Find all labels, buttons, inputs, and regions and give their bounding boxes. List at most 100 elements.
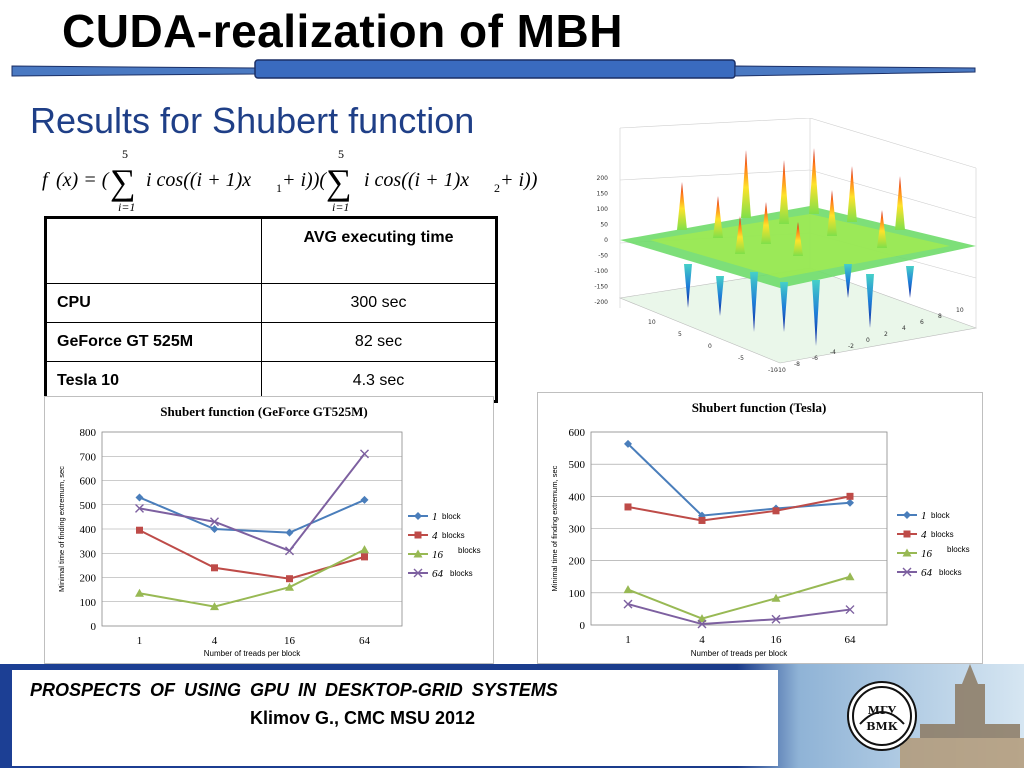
- data-point: [697, 614, 707, 623]
- data-point: [361, 553, 368, 561]
- x-tick-label: 64: [845, 634, 857, 646]
- x-tick-label: 16: [771, 634, 783, 646]
- surface-z-tick: -50: [598, 253, 608, 260]
- y-tick-label: 500: [80, 500, 97, 512]
- surface-trough: [906, 266, 914, 298]
- data-point: [210, 602, 219, 611]
- data-point: [772, 507, 780, 515]
- y-tick-label: 700: [80, 451, 97, 463]
- surface-spikes: [677, 148, 914, 346]
- logo-text-bottom: ВМК: [866, 720, 897, 733]
- y-tick-label: 500: [569, 459, 586, 471]
- chart-tesla: Shubert function (Tesla) 0 100 200 300 400 500…: [537, 392, 983, 664]
- formula-f: f: [42, 169, 50, 191]
- formula-term2: i cos((i + 1)x: [364, 169, 469, 191]
- surface-z-ticks: 200 150 100 50 0 -50 -100 -150 -200: [594, 175, 608, 306]
- surface-xy-tick: -2: [848, 343, 854, 350]
- table-header-avg: AVG executing time: [260, 217, 498, 284]
- x-axis-label: Number of treads per block: [691, 649, 788, 658]
- formula-sum1-bottom: i=1: [118, 200, 135, 214]
- data-point: [360, 545, 369, 554]
- legend-series-name: 16: [921, 548, 933, 560]
- surface-trough: [684, 264, 692, 308]
- surface-xy-tick: 10: [648, 319, 656, 326]
- legend-series-suffix: blocks: [931, 530, 954, 539]
- surface-trough: [780, 282, 788, 332]
- x-tick-label: 16: [284, 635, 296, 647]
- surface-xy-tick: 6: [920, 319, 924, 326]
- series-line: [139, 548, 365, 608]
- logo-text-top: МГУ: [868, 704, 897, 717]
- legend-series-suffix: blocks: [458, 546, 481, 555]
- formula-sigma1: ∑: [110, 162, 136, 202]
- slide-title: CUDA-realization of MBH: [62, 5, 623, 57]
- chart-title: Shubert function (GeForce GT525M): [160, 404, 367, 419]
- formula-term1: i cos((i + 1)x: [146, 169, 251, 191]
- legend-series-suffix: block: [931, 511, 951, 520]
- shubert-formula: f (x) = ( 5 ∑ i=1 i cos((i + 1)x 1 + i))…: [42, 147, 538, 214]
- legend-series-name: 16: [432, 549, 444, 561]
- slide-subtitle: Results for Shubert function: [30, 100, 475, 141]
- data-point: [771, 593, 781, 602]
- formula-sum2-top: 5: [338, 147, 344, 161]
- series-64: [135, 449, 369, 556]
- msu-cmc-logo: МГУ ВМК: [847, 681, 917, 751]
- surface-z-tick: 0: [604, 237, 608, 244]
- data-point: [285, 528, 294, 537]
- surface-xy-tick: -6: [812, 355, 818, 362]
- legend-marker: [902, 567, 912, 577]
- surface-z-tick: 150: [597, 191, 609, 198]
- y-tick-label: 300: [80, 548, 97, 560]
- legend-series-suffix: blocks: [947, 545, 970, 554]
- legend-series-suffix: block: [442, 512, 462, 521]
- legend-series-suffix: blocks: [442, 531, 465, 540]
- table-row: Tesla 10 4.3 sec: [45, 361, 498, 402]
- table-header-empty: [45, 217, 262, 284]
- surface-peak: [793, 222, 803, 256]
- series-16: [135, 545, 369, 611]
- title-underline-bar: [11, 59, 976, 79]
- surface-xy-tick: -4: [830, 349, 836, 356]
- data-point: [211, 564, 218, 572]
- legend-marker: [414, 531, 422, 539]
- series-line: [139, 453, 366, 553]
- table-row: CPU 300 sec: [45, 283, 498, 323]
- formula-sigma2: ∑: [326, 162, 352, 202]
- surface-xy-ticks-left: 10 5 0 -5 -10: [648, 319, 778, 374]
- y-tick-label: 800: [80, 427, 97, 439]
- legend-series-name: 1: [921, 510, 927, 522]
- legend-marker: [414, 512, 422, 520]
- x-axis-label: Number of treads per block: [204, 649, 301, 658]
- surface-peak: [877, 210, 887, 248]
- surface-trough: [750, 272, 758, 332]
- legend-marker: [902, 548, 912, 557]
- y-tick-label: 600: [80, 476, 97, 488]
- surface-z-tick: -100: [594, 268, 608, 275]
- surface-trough: [866, 274, 874, 328]
- data-point: [845, 605, 855, 615]
- surface-xy-tick: 2: [884, 331, 888, 338]
- surface-trough: [812, 280, 820, 346]
- x-tick-label: 1: [625, 634, 631, 646]
- formula-x-part: (x) = (: [56, 169, 110, 191]
- surface-z-tick: 100: [597, 206, 609, 213]
- data-point: [623, 599, 633, 609]
- table-row-label: Tesla 10: [45, 361, 262, 402]
- surface-peak: [895, 176, 905, 230]
- x-tick-label: 64: [359, 635, 371, 647]
- table-row-value: 4.3 sec: [260, 361, 498, 402]
- footer-title: PROSPECTS OF USING GPU IN DESKTOP-GRID S…: [30, 680, 558, 700]
- y-tick-label: 0: [580, 620, 586, 632]
- legend-series-suffix: blocks: [939, 568, 962, 577]
- series-line: [627, 443, 851, 517]
- y-tick-label: 100: [80, 597, 97, 609]
- legend-series-name: 4: [921, 529, 927, 541]
- legend-marker: [903, 511, 911, 519]
- surface-peak: [735, 216, 745, 254]
- footer-author: Klimov G., CMC MSU 2012: [250, 708, 476, 728]
- surface-z-tick: -150: [594, 284, 608, 291]
- y-tick-label: 300: [569, 524, 586, 536]
- legend-series-suffix: blocks: [450, 569, 473, 578]
- y-tick-label: 100: [569, 588, 586, 600]
